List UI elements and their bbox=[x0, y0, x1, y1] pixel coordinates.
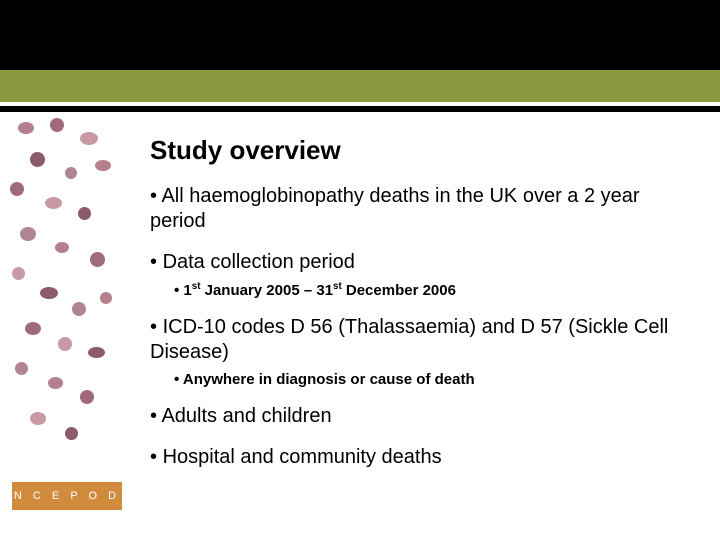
logo-text: N C E P O D bbox=[14, 490, 120, 502]
cell-shape bbox=[48, 377, 63, 389]
cell-shape bbox=[15, 362, 28, 375]
cell-shape bbox=[95, 160, 111, 171]
cell-shape bbox=[30, 412, 46, 425]
cell-shape bbox=[25, 322, 41, 335]
bullet-text: Hospital and community deaths bbox=[163, 446, 442, 468]
cell-shape bbox=[80, 390, 94, 404]
sub-bullet-item: • Anywhere in diagnosis or cause of deat… bbox=[174, 371, 690, 388]
slide: National Confidential Enquiry into Patie… bbox=[0, 0, 720, 540]
cell-decoration bbox=[0, 112, 135, 492]
cell-shape bbox=[65, 427, 78, 440]
cell-shape bbox=[45, 197, 62, 209]
ncepod-logo: N C E P O D bbox=[12, 482, 122, 510]
cell-shape bbox=[80, 132, 98, 145]
cell-shape bbox=[20, 227, 36, 241]
top-black-bar bbox=[0, 0, 720, 70]
bullet-text: Adults and children bbox=[161, 405, 331, 427]
sub-bullet-item: • 1st January 2005 – 31st December 2006 bbox=[174, 281, 690, 299]
bullet-text: ICD-10 codes D 56 (Thalassaemia) and D 5… bbox=[150, 316, 668, 363]
bullet-item: • Data collection period bbox=[150, 250, 690, 275]
cell-shape bbox=[40, 287, 58, 299]
slide-title: Study overview bbox=[150, 135, 690, 166]
bullet-item: • Hospital and community deaths bbox=[150, 445, 690, 470]
content-area: Study overview • All haemoglobinopathy d… bbox=[150, 135, 690, 486]
bullet-text: All haemoglobinopathy deaths in the UK o… bbox=[150, 185, 640, 232]
cell-shape bbox=[30, 152, 45, 167]
cell-shape bbox=[65, 167, 77, 179]
bullet-item: • ICD-10 codes D 56 (Thalassaemia) and D… bbox=[150, 315, 690, 365]
cell-shape bbox=[90, 252, 105, 267]
cell-shape bbox=[78, 207, 91, 220]
green-band: National Confidential Enquiry into Patie… bbox=[0, 70, 720, 102]
cell-shape bbox=[50, 118, 64, 132]
cell-shape bbox=[55, 242, 69, 253]
cell-shape bbox=[58, 337, 72, 351]
bullet-item: • Adults and children bbox=[150, 404, 690, 429]
bullet-item: • All haemoglobinopathy deaths in the UK… bbox=[150, 184, 690, 234]
cell-shape bbox=[88, 347, 105, 358]
bullet-text: Data collection period bbox=[163, 251, 355, 273]
cell-shape bbox=[10, 182, 24, 196]
cell-shape bbox=[72, 302, 86, 316]
cell-shape bbox=[18, 122, 34, 134]
sub-bullet-text: Anywhere in diagnosis or cause of death bbox=[183, 371, 475, 388]
cell-shape bbox=[100, 292, 112, 304]
cell-shape bbox=[12, 267, 25, 280]
